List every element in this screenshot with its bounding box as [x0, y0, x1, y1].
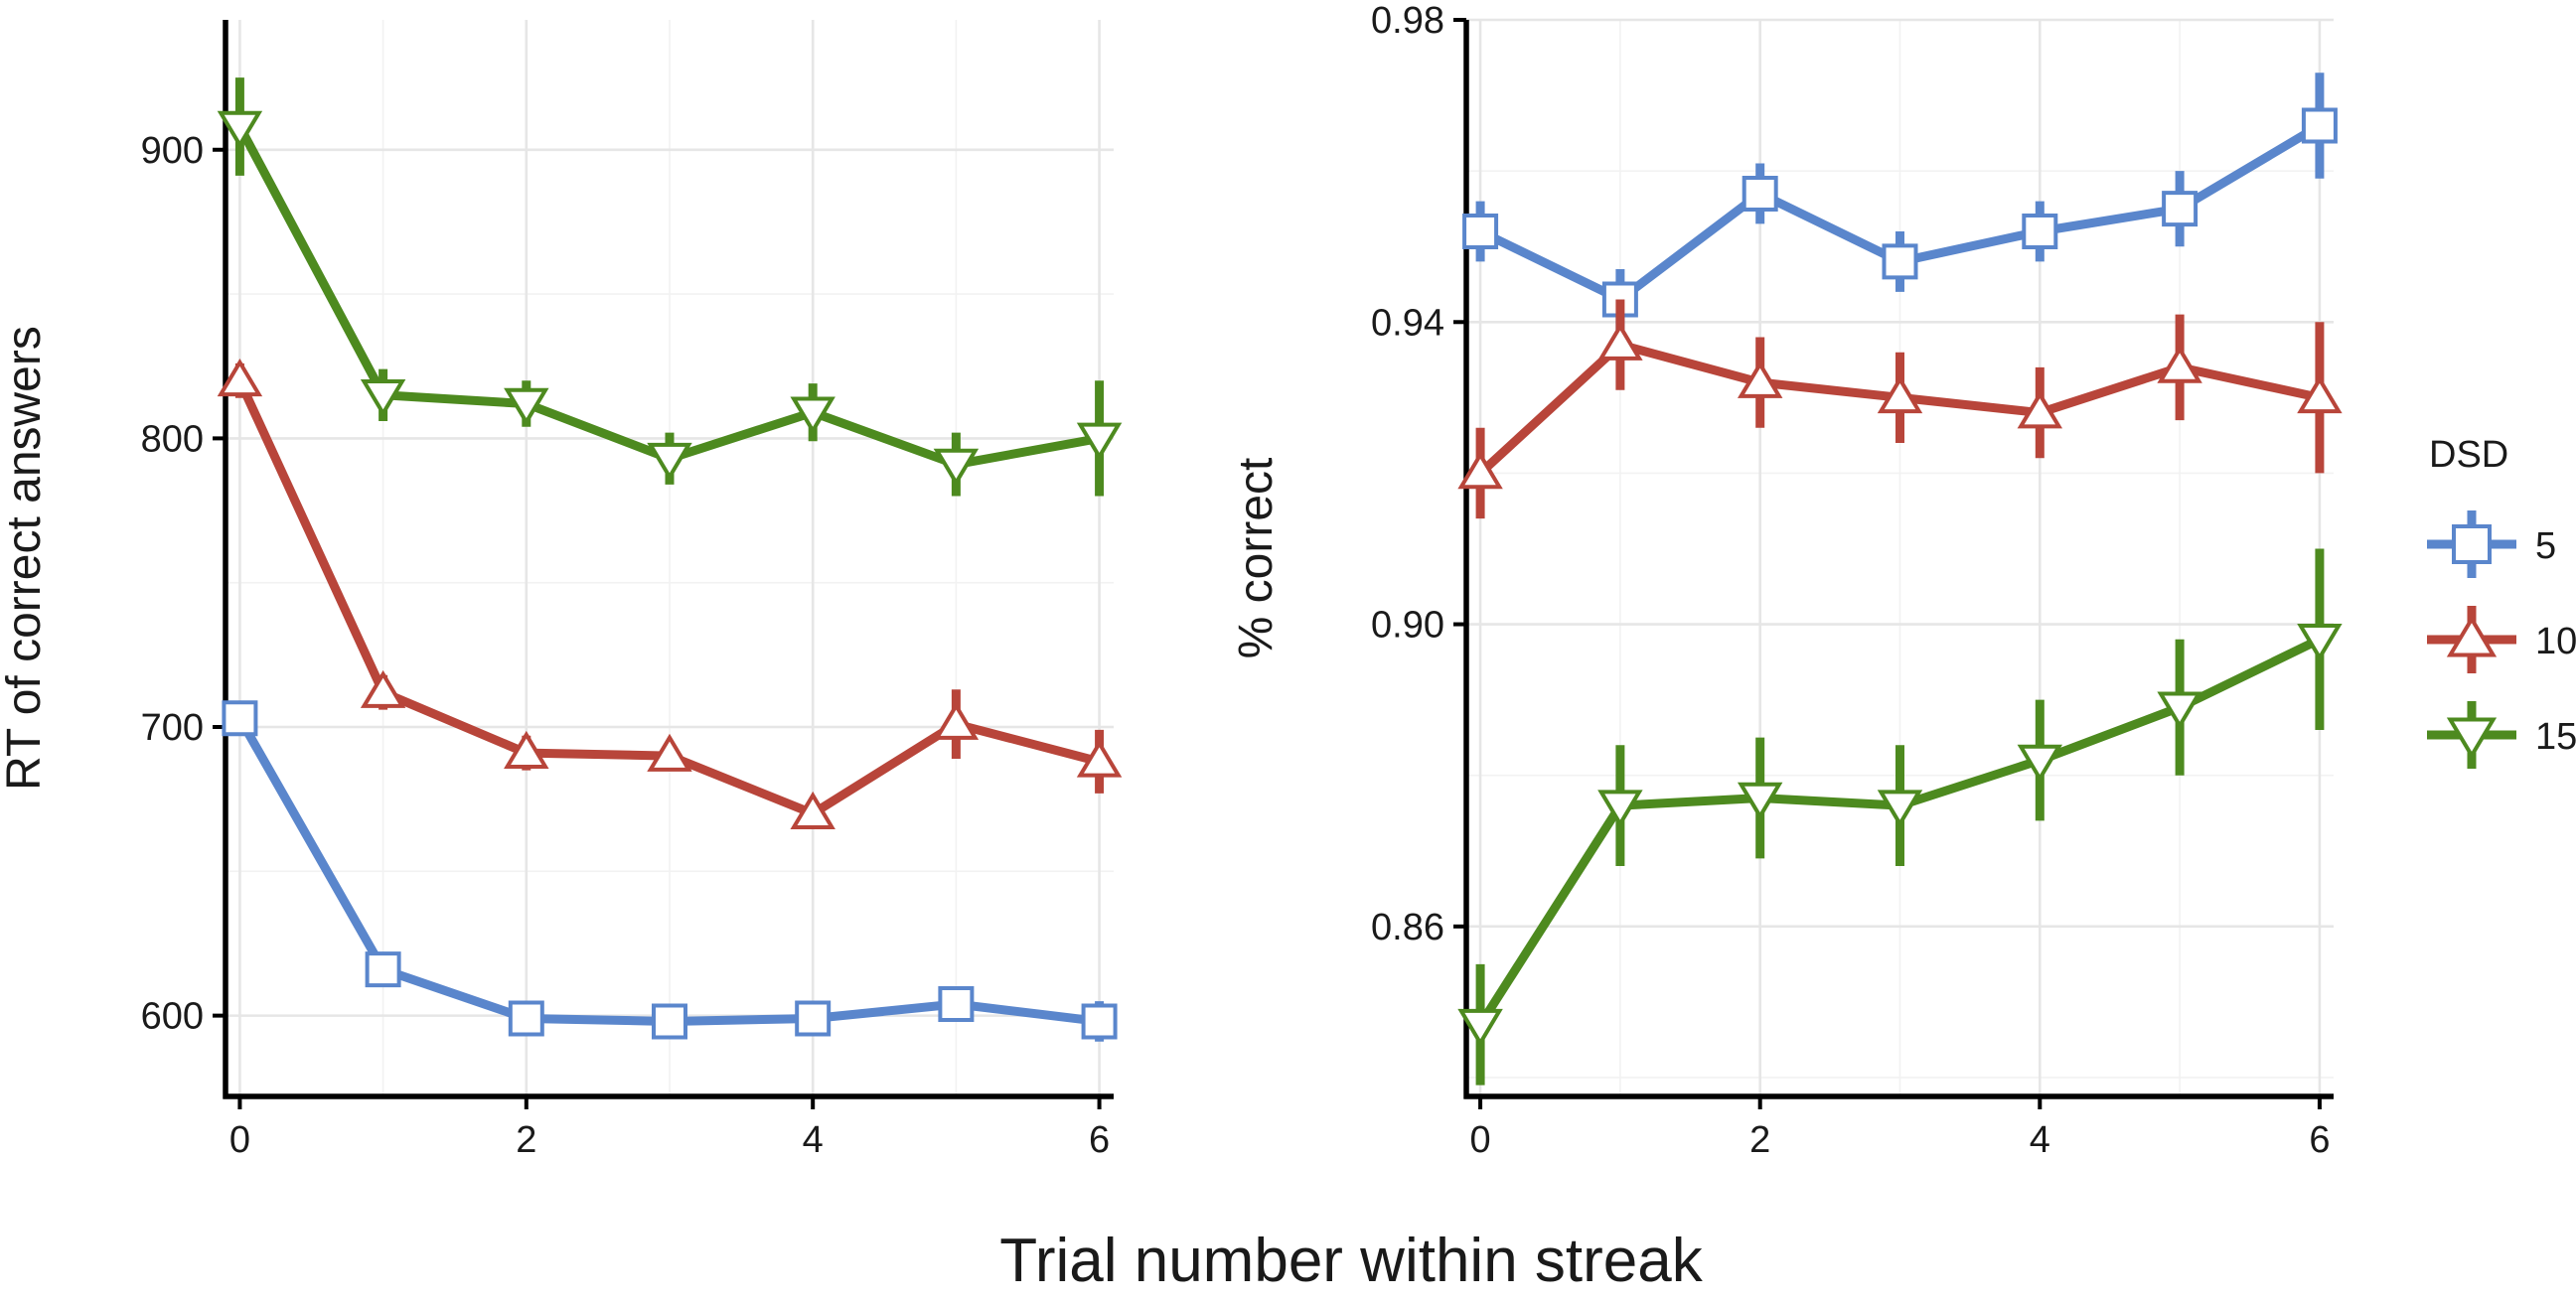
data-point: [508, 1000, 544, 1037]
data-point: [1076, 422, 1123, 461]
series-15: [1457, 548, 2343, 1086]
data-point: [360, 669, 406, 708]
x-tick-label: 2: [516, 1119, 536, 1161]
y-axis-title: % correct: [1230, 458, 1283, 659]
legend-marker: [2446, 615, 2498, 657]
data-point: [504, 387, 549, 426]
series-15: [217, 77, 1123, 497]
y-tick-label: 0.94: [1371, 302, 1444, 344]
legend-entry-15: 15: [2427, 701, 2576, 769]
data-point: [1882, 243, 1918, 280]
x-tick-label: 0: [229, 1119, 250, 1161]
data-point: [1081, 1003, 1118, 1040]
y-tick-label: 0.98: [1371, 0, 1444, 42]
legend-marker: [2446, 717, 2498, 760]
legend-marker: [2452, 524, 2492, 564]
x-tick-label: 4: [803, 1119, 824, 1161]
data-point: [790, 791, 835, 829]
x-tick-label: 2: [1749, 1119, 1770, 1161]
data-point: [2017, 744, 2063, 783]
data-point: [360, 379, 406, 418]
y-tick-label: 700: [141, 707, 204, 749]
panel-accuracy: 0 2 4 6 0.86 0.90 0.94 0.98 % correct: [1230, 0, 2343, 1161]
data-point: [2022, 213, 2058, 249]
data-point: [365, 951, 401, 988]
legend-label: 15: [2535, 716, 2576, 758]
y-axis-title: RT of correct answers: [0, 326, 51, 791]
data-point: [1877, 375, 1923, 414]
data-point: [1457, 1008, 1503, 1048]
data-point: [938, 986, 975, 1022]
data-point: [504, 730, 549, 769]
data-point: [652, 1003, 687, 1040]
data-point: [1737, 360, 1783, 398]
data-point: [933, 701, 980, 740]
y-tick-label: 0.90: [1371, 605, 1444, 647]
data-point: [1597, 790, 1643, 828]
legend-entry-5: 5: [2427, 510, 2556, 578]
series-10: [217, 358, 1123, 829]
data-point: [217, 358, 263, 397]
legend: DSD 5 10 15: [2427, 434, 2576, 769]
data-point: [2157, 345, 2202, 383]
data-point: [2301, 107, 2338, 144]
legend-title: DSD: [2429, 434, 2508, 476]
data-point: [2297, 623, 2343, 662]
x-tick-label: 0: [1470, 1119, 1491, 1161]
data-point: [222, 700, 258, 737]
data-point: [1877, 790, 1923, 828]
data-point: [647, 442, 692, 482]
x-axis-title: Trial number within streak: [999, 1227, 1703, 1295]
data-point: [933, 448, 980, 487]
panel-rt: 0 2 4 6 600 700 800 900 RT of correct answers: [0, 20, 1123, 1161]
data-point: [217, 110, 263, 149]
legend-label: 10: [2535, 621, 2576, 662]
series-5: [222, 700, 1118, 1042]
data-point: [2297, 375, 2343, 414]
data-point: [2157, 691, 2202, 730]
data-point: [1742, 175, 1778, 212]
data-point: [2162, 191, 2198, 227]
y-tick-label: 0.86: [1371, 907, 1444, 948]
y-tick-label: 800: [141, 418, 204, 460]
data-point: [1597, 322, 1643, 361]
data-point: [795, 1000, 832, 1037]
data-point: [1457, 451, 1503, 490]
data-point: [790, 396, 835, 435]
series-10: [1457, 299, 2343, 519]
y-tick-label: 600: [141, 996, 204, 1038]
x-tick-label: 4: [2030, 1119, 2050, 1161]
data-point: [1076, 739, 1123, 778]
data-point: [647, 733, 692, 772]
y-tick-label: 900: [141, 130, 204, 172]
x-tick-label: 6: [1089, 1119, 1110, 1161]
data-point: [1737, 782, 1783, 820]
x-tick-label: 6: [2309, 1119, 2330, 1161]
data-point: [2017, 390, 2063, 429]
legend-label: 5: [2535, 525, 2556, 567]
data-point: [1462, 213, 1499, 249]
legend-entry-10: 10: [2427, 606, 2576, 673]
